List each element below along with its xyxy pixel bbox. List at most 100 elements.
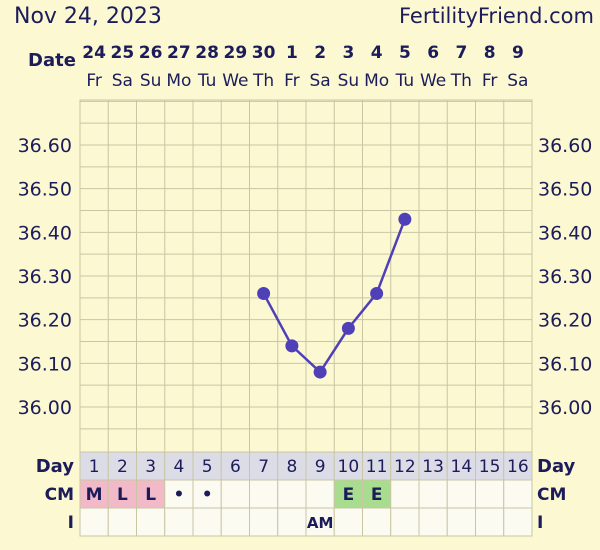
day-cell [418,451,448,481]
intercourse-cell [220,507,250,537]
y-tick-left: 36.60 [18,135,72,157]
y-tick-left: 36.20 [18,310,72,332]
date-tick: 3 [342,43,354,63]
temperature-line [262,218,407,374]
date-tick: 28 [195,43,219,63]
intercourse-cell [249,507,279,537]
intercourse-cell [390,507,420,537]
day-cell-value: 2 [117,457,128,477]
weekday-tick: Fr [86,71,102,91]
intercourse-cell [164,507,194,537]
weekday-tick: Mo [364,71,389,91]
intercourse-cell [136,507,166,537]
intercourse-cell [333,507,363,537]
y-tick-right: 36.30 [538,266,592,288]
i-row-label-left: I [68,513,74,533]
intercourse-cell [305,507,335,537]
date-tick: 24 [82,43,106,63]
cm-row-label-right: CM [537,485,566,505]
weekday-tick: We [222,71,248,91]
intercourse-cell [503,507,533,537]
cm-cell-value: M [86,485,103,505]
intercourse-cell [446,507,476,537]
date-tick: 8 [484,43,496,63]
y-tick-left: 36.00 [18,397,72,419]
date-label: Date [28,50,76,71]
cm-cell [305,479,335,509]
date-tick: 6 [427,43,439,63]
day-cell-value: 7 [258,457,269,477]
y-tick-left: 36.10 [18,353,72,375]
day-cell-value: 1 [89,457,100,477]
weekday-tick: Th [252,71,274,91]
y-tick-right: 36.10 [538,353,592,375]
weekday-tick: Sa [507,71,528,91]
weekday-tick: Mo [166,71,191,91]
cm-cell [418,479,448,509]
cm-cell-value: E [343,485,355,505]
weekday-tick: Su [338,71,360,91]
day-cell [503,451,533,481]
day-cell-value: 16 [507,457,529,477]
temperature-point [313,365,327,379]
date-tick: 9 [512,43,524,63]
temperature-point [257,286,271,300]
day-cell-value: 10 [338,457,360,477]
intercourse-cell [418,507,448,537]
y-tick-right: 36.20 [538,310,592,332]
weekday-tick: Th [450,71,472,91]
y-tick-right: 36.60 [538,135,592,157]
y-tick-left: 36.40 [18,222,72,244]
date-tick: 26 [139,43,163,63]
cm-cell [390,479,420,509]
date-tick: 25 [111,43,135,63]
cm-cell-value: E [371,485,383,505]
date-tick: 27 [167,43,191,63]
temperature-point [341,321,355,335]
weekday-tick: We [420,71,446,91]
weekday-tick: Sa [112,71,133,91]
temperature-point [285,339,299,353]
intercourse-cell [362,507,392,537]
date-tick: 7 [455,43,467,63]
cm-cell [249,479,279,509]
day-cell-value: 15 [479,457,501,477]
day-cell [107,451,137,481]
weekday-tick: Su [140,71,162,91]
weekday-tick: Tu [197,71,217,91]
date-tick: 29 [224,43,248,63]
day-cell-value: 9 [315,457,326,477]
temperature-point [398,212,412,226]
intercourse-cell [277,507,307,537]
weekday-tick: Sa [310,71,331,91]
y-tick-left: 36.50 [18,179,72,201]
cm-row-label-left: CM [45,485,74,505]
weekday-tick: Fr [284,71,300,91]
y-tick-left: 36.30 [18,266,72,288]
date-tick: 4 [371,43,383,63]
cm-cell [475,479,505,509]
chart-start-date: Nov 24, 2023 [14,4,162,29]
y-tick-right: 36.00 [538,397,592,419]
cm-cell-value: • [173,485,184,505]
date-tick: 30 [252,43,276,63]
cm-cell [446,479,476,509]
date-tick: 1 [286,43,298,63]
intercourse-cell [192,507,222,537]
intercourse-cell [475,507,505,537]
day-cell-value: 6 [230,457,241,477]
day-cell-value: 3 [145,457,156,477]
day-cell [136,451,166,481]
weekday-tick: Fr [482,71,498,91]
day-row-label-right: Day [537,456,576,477]
site-name: FertilityFriend.com [399,4,594,28]
weekday-tick: Tu [395,71,415,91]
day-cell-value: 12 [394,457,416,477]
day-cell-value: 14 [451,457,473,477]
intercourse-cell [79,507,109,537]
y-tick-right: 36.50 [538,179,592,201]
intercourse-cell-value: AM [307,514,334,532]
day-cell-value: 4 [173,457,184,477]
i-row-label-right: I [537,513,543,533]
